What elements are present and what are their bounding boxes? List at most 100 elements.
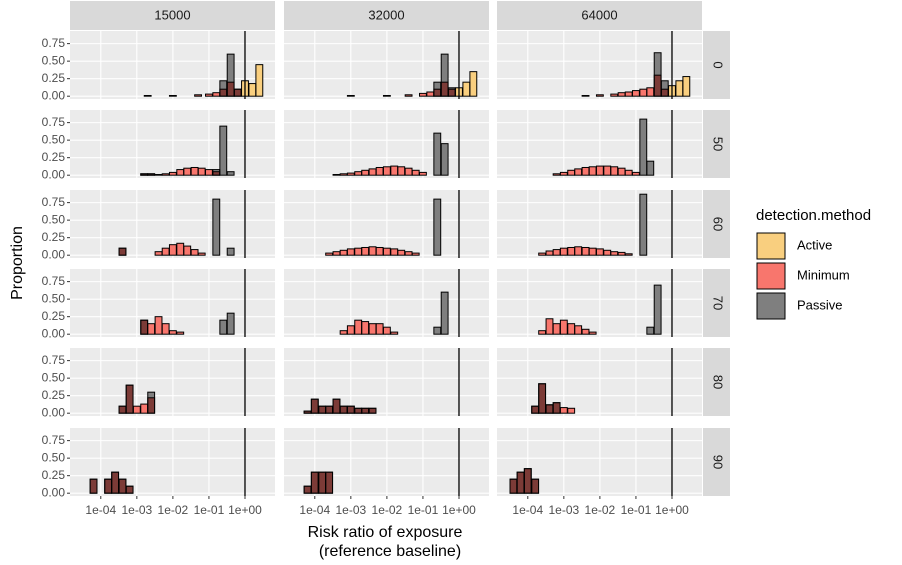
bar <box>346 325 355 335</box>
bar <box>354 247 363 256</box>
strip-label: 80 <box>711 375 726 389</box>
bar <box>567 407 576 414</box>
x-axis-title: Risk ratio of exposure <box>308 524 463 541</box>
bar <box>624 91 633 97</box>
bar <box>368 323 377 335</box>
bar <box>440 291 449 335</box>
bars <box>118 198 235 256</box>
y-tick-label: 0.25 <box>42 150 66 164</box>
bar <box>419 92 427 97</box>
bar <box>212 169 221 176</box>
bars <box>140 312 235 335</box>
bar <box>567 323 576 335</box>
bars <box>303 398 377 414</box>
legend-key <box>756 262 786 290</box>
bar <box>610 251 619 256</box>
bar <box>660 80 669 97</box>
bars <box>332 132 449 176</box>
bar <box>233 88 242 97</box>
x-tick-label: 1e-03 <box>335 503 366 517</box>
bar <box>168 330 177 335</box>
strip-label: 90 <box>711 455 726 469</box>
bar <box>368 246 377 256</box>
bar <box>617 251 626 256</box>
strip <box>703 269 730 337</box>
bar <box>581 328 590 335</box>
bar <box>161 173 170 176</box>
bars <box>552 118 655 176</box>
bar <box>154 251 163 256</box>
y-tick-label: 0.50 <box>42 53 66 67</box>
bar <box>523 468 532 494</box>
bar <box>624 169 633 176</box>
bar <box>545 404 554 414</box>
y-tick-label: 0.75 <box>42 274 66 288</box>
strip-label: 60 <box>711 217 726 231</box>
bar <box>382 94 391 97</box>
bar <box>325 471 334 494</box>
bar <box>205 93 213 97</box>
bar <box>118 405 127 414</box>
y-tick-label: 0.50 <box>42 212 66 226</box>
bar <box>212 198 221 256</box>
bar <box>397 166 406 176</box>
y-tick-label: 0.00 <box>42 485 66 499</box>
bar <box>404 167 413 176</box>
strip-label: 64000 <box>581 7 617 22</box>
bar <box>440 143 449 176</box>
bar <box>646 160 655 176</box>
bar <box>118 478 127 494</box>
strip <box>284 1 489 30</box>
x-tick-label: 1e-04 <box>299 503 330 517</box>
bar <box>411 252 420 256</box>
bar <box>354 407 363 414</box>
x-tick-label: 1e-01 <box>194 503 225 517</box>
y-tick-label: 0.00 <box>42 88 66 102</box>
bar <box>168 94 177 97</box>
bar <box>339 173 348 176</box>
bar <box>190 249 199 256</box>
y-tick-label: 0.75 <box>42 433 66 447</box>
bar <box>574 168 583 176</box>
bar <box>682 76 691 97</box>
bar <box>411 169 420 176</box>
bar <box>303 410 312 414</box>
bar <box>332 173 341 176</box>
bar <box>595 165 604 176</box>
x-tick-label: 1e-01 <box>621 503 652 517</box>
bar <box>595 94 604 97</box>
bar <box>346 94 355 97</box>
strip <box>703 348 730 416</box>
bar <box>303 485 312 494</box>
legend-key <box>756 292 786 320</box>
bar <box>581 166 590 176</box>
bar <box>168 171 177 176</box>
bar <box>332 398 341 414</box>
bars <box>118 384 156 414</box>
x-tick-label: 1e-04 <box>85 503 116 517</box>
bar <box>595 248 604 256</box>
bar <box>255 64 264 97</box>
bar <box>354 171 363 176</box>
bar <box>226 53 235 97</box>
legend-label: Minimum <box>797 267 850 282</box>
bar <box>318 471 327 494</box>
bar <box>176 242 185 256</box>
bar <box>538 252 547 256</box>
bar <box>325 405 334 414</box>
bar <box>168 244 177 256</box>
bar <box>382 166 391 176</box>
x-tick-label: 1e-01 <box>408 503 439 517</box>
y-tick-label: 0.50 <box>42 291 66 305</box>
bar <box>610 166 619 176</box>
bar <box>147 391 156 414</box>
y-tick-label: 0.50 <box>42 132 66 146</box>
bar <box>140 319 149 335</box>
y-tick-label: 0.50 <box>42 370 66 384</box>
bar <box>346 248 355 256</box>
x-tick-label: 1e-02 <box>158 503 189 517</box>
bar <box>361 169 370 176</box>
bar <box>632 171 640 176</box>
bar <box>538 383 547 414</box>
x-tick-label: 1e+00 <box>442 503 476 517</box>
